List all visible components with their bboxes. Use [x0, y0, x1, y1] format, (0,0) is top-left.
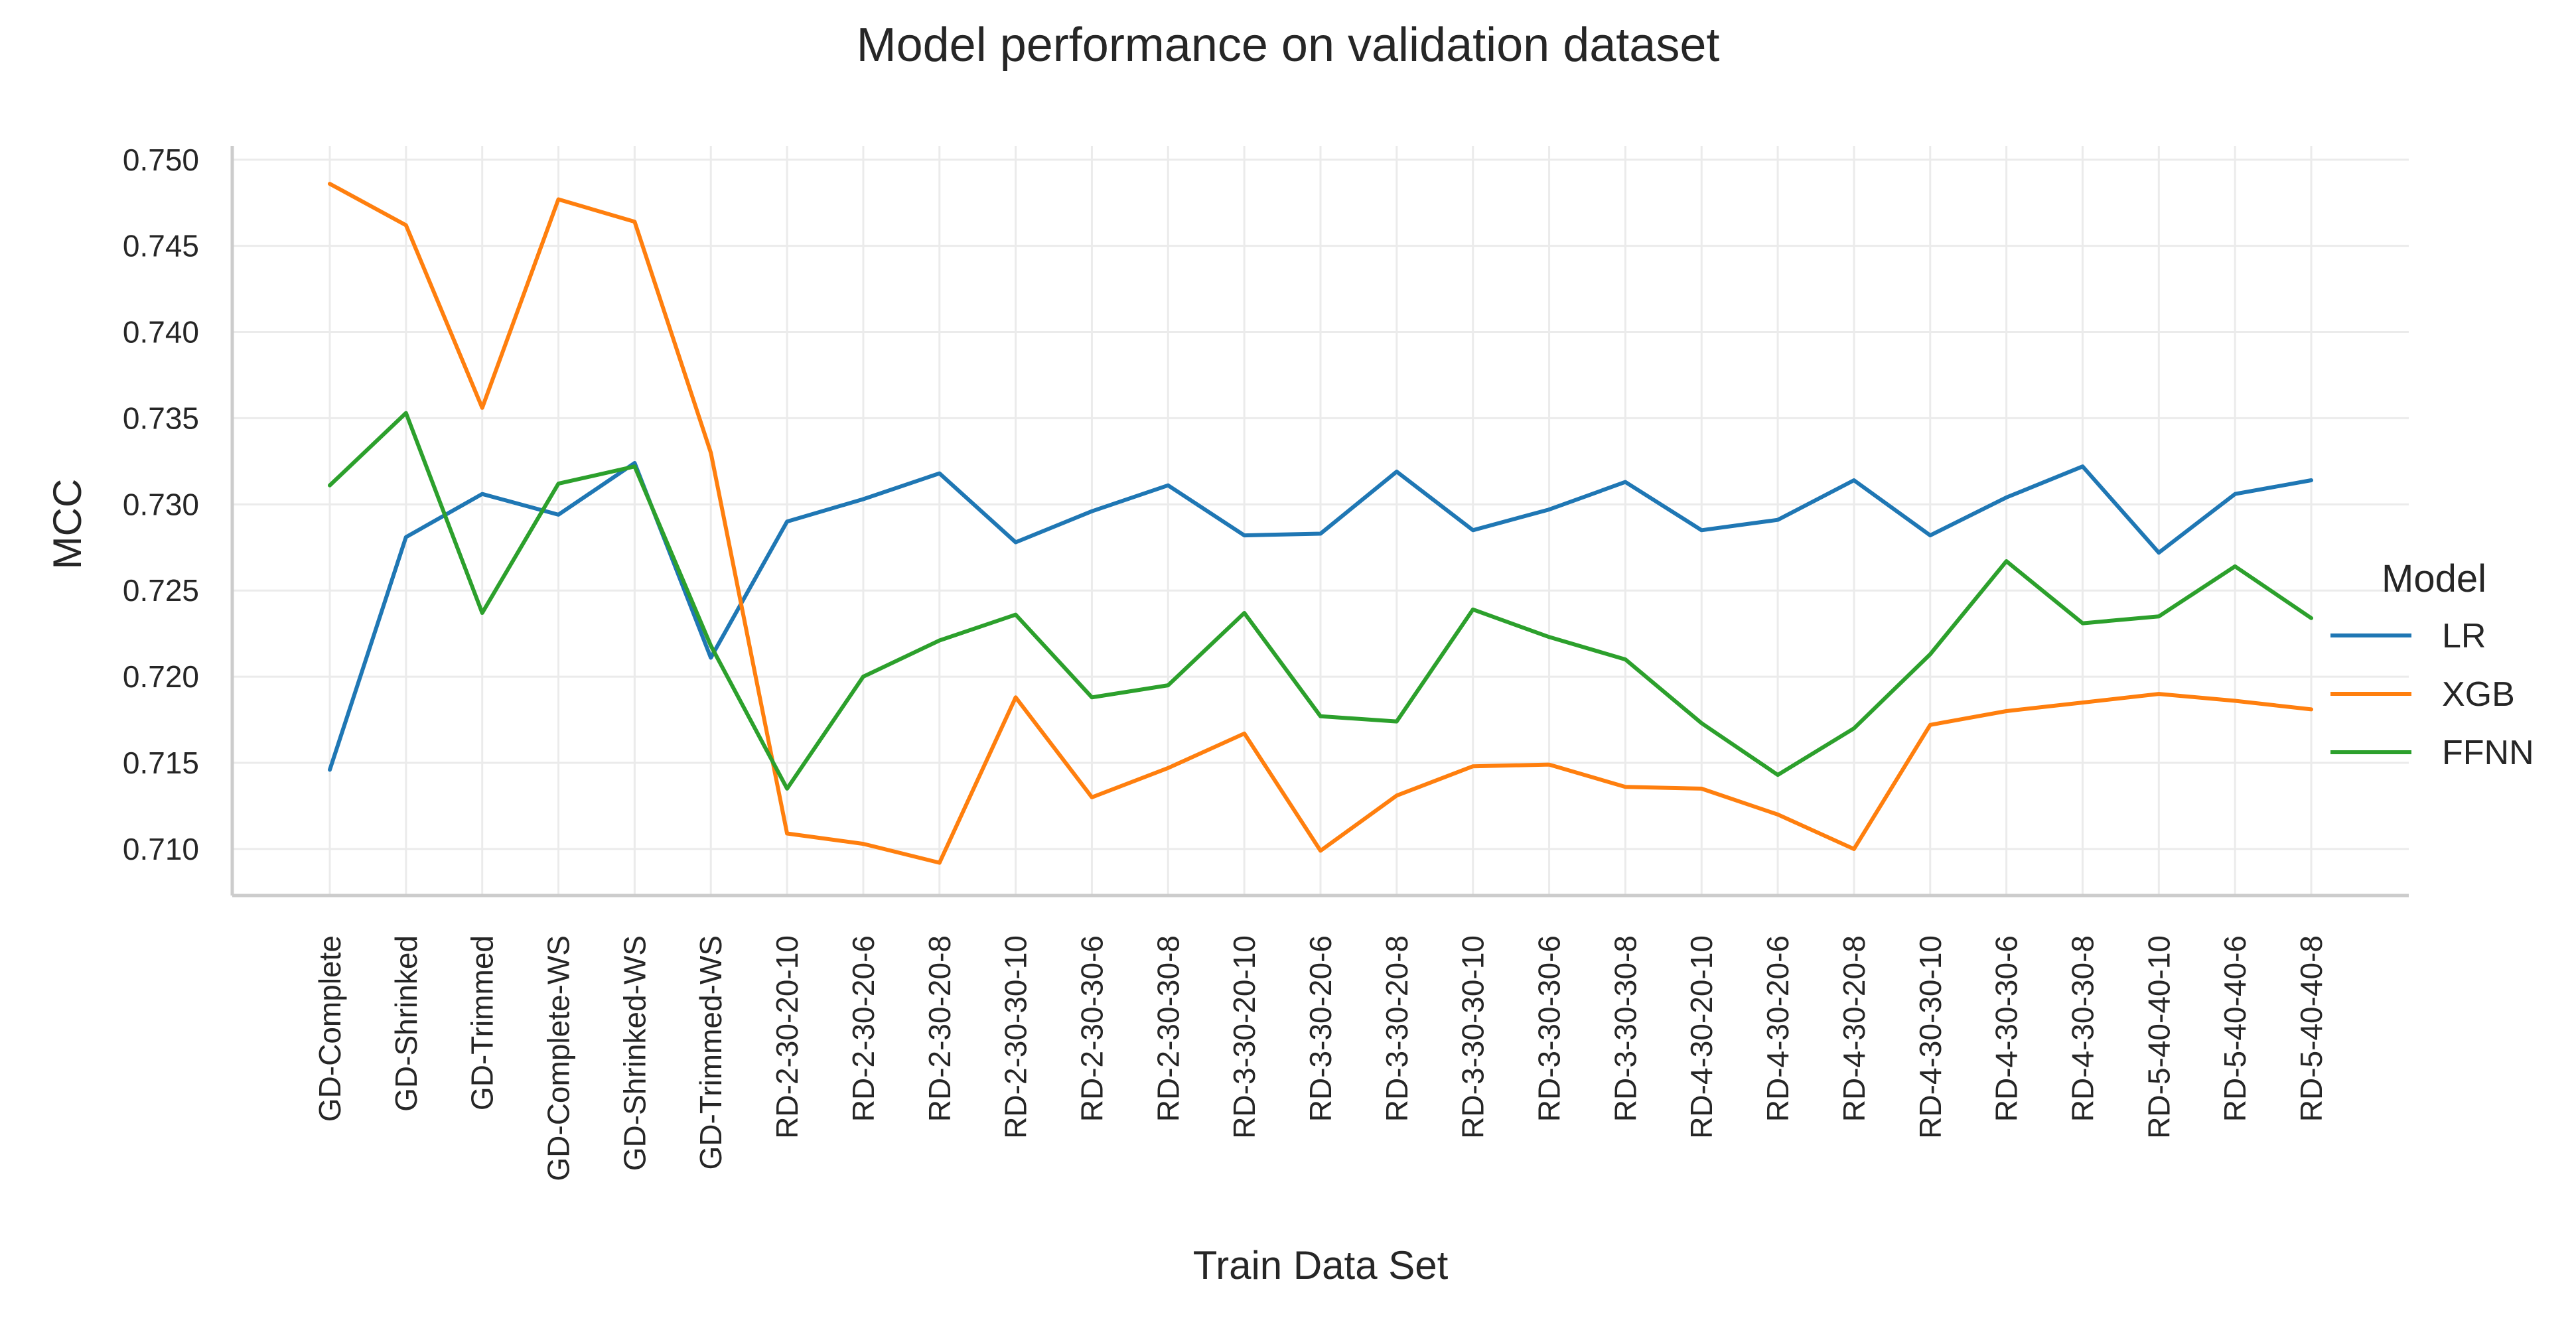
- series-line-ffnn: [328, 411, 2313, 791]
- x-tick-label: RD-3-30-30-6: [1532, 935, 1567, 1122]
- series-line-xgb: [328, 182, 2313, 865]
- legend-label-ffnn: FFNN: [2442, 734, 2534, 772]
- x-tick-label: RD-2-30-20-8: [922, 935, 957, 1122]
- x-tick-label: RD-3-30-30-8: [1608, 935, 1642, 1122]
- x-tick-label: GD-Shrinked-WS: [617, 935, 652, 1171]
- x-tick-label: RD-5-40-40-8: [2294, 935, 2328, 1122]
- y-tick-label: 0.730: [123, 487, 199, 521]
- x-tick-label: RD-3-30-20-10: [1227, 935, 1261, 1139]
- y-tick-labels: 0.710 0.715 0.720 0.725 0.730 0.735 0.740 0.745…: [123, 143, 199, 866]
- x-tick-label: GD-Trimmed: [465, 935, 500, 1110]
- legend: Model LR XGB FFNN: [2330, 557, 2534, 772]
- y-tick-label: 0.710: [123, 832, 199, 866]
- x-tick-label: RD-5-40-40-6: [2218, 935, 2252, 1122]
- legend-label-lr: LR: [2442, 617, 2486, 655]
- y-tick-label: 0.720: [123, 659, 199, 694]
- legend-items: LR XGB FFNN: [2330, 617, 2534, 772]
- axes: [230, 146, 2409, 898]
- x-axis-title: Train Data Set: [1193, 1243, 1449, 1288]
- x-tick-label: RD-2-30-30-6: [1074, 935, 1109, 1122]
- x-tick-label: RD-2-30-20-6: [846, 935, 881, 1122]
- y-tick-label: 0.745: [123, 229, 199, 263]
- x-tick-label: RD-3-30-20-6: [1303, 935, 1338, 1122]
- x-tick-label: RD-4-30-30-8: [2065, 935, 2100, 1122]
- x-tick-label: RD-4-30-20-6: [1760, 935, 1795, 1122]
- x-tick-label: RD-4-30-20-8: [1837, 935, 1871, 1122]
- x-tick-label: RD-3-30-30-10: [1456, 935, 1490, 1139]
- x-tick-label: RD-2-30-20-10: [770, 935, 804, 1139]
- series-lines: [328, 182, 2313, 865]
- legend-title: Model: [2382, 557, 2486, 600]
- x-tick-label: RD-5-40-40-10: [2141, 935, 2176, 1139]
- y-tick-label: 0.735: [123, 401, 199, 435]
- x-tick-label: RD-2-30-30-10: [999, 935, 1033, 1139]
- y-tick-label: 0.750: [123, 143, 199, 177]
- x-tick-label: RD-4-30-30-6: [1989, 935, 2024, 1122]
- chart-title: Model performance on validation dataset: [857, 19, 1720, 72]
- y-axis-title: MCC: [45, 479, 90, 570]
- y-tick-label: 0.725: [123, 573, 199, 608]
- gridlines: [232, 146, 2409, 896]
- y-tick-label: 0.740: [123, 315, 199, 350]
- x-tick-label: GD-Complete: [313, 935, 347, 1122]
- x-tick-labels: GD-Complete GD-Shrinked GD-Trimmed GD-Compl…: [313, 935, 2328, 1181]
- x-tick-label: GD-Shrinked: [389, 935, 423, 1112]
- x-tick-label: GD-Complete-WS: [541, 935, 576, 1181]
- legend-label-xgb: XGB: [2442, 675, 2515, 714]
- x-tick-label: RD-3-30-20-8: [1380, 935, 1414, 1122]
- x-tick-label: GD-Trimmed-WS: [693, 935, 728, 1169]
- y-tick-label: 0.715: [123, 746, 199, 780]
- x-tick-label: RD-4-30-30-10: [1913, 935, 1948, 1139]
- x-tick-label: RD-2-30-30-8: [1151, 935, 1185, 1122]
- x-tick-label: RD-4-30-20-10: [1684, 935, 1719, 1139]
